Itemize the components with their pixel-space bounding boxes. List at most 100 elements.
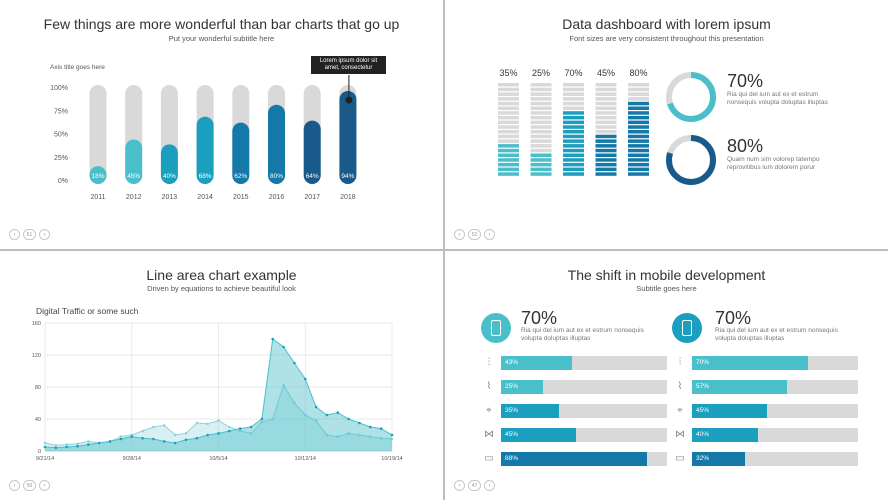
bar-segment — [563, 139, 584, 143]
data-point — [347, 432, 350, 435]
prev-arrow-icon[interactable]: ‹ — [454, 229, 465, 240]
progress-fill — [692, 428, 759, 442]
data-point — [184, 432, 188, 435]
slide-dashboard[interactable]: Data dashboard with lorem ipsum Font siz… — [445, 0, 888, 249]
bar — [160, 144, 178, 184]
bar-segment — [563, 167, 584, 172]
next-arrow-icon[interactable]: › — [484, 480, 495, 491]
bar-segment — [628, 172, 649, 176]
slide-title: Data dashboard with lorem ipsum — [562, 16, 771, 32]
bar-segment — [628, 167, 649, 172]
slide-bar-chart[interactable]: Few things are more wonderful than bar c… — [0, 0, 443, 249]
bar-value-label: 64% — [306, 173, 319, 180]
data-point — [358, 433, 361, 437]
bar-segment — [498, 106, 519, 110]
chart-title: Digital Traffic or some such — [36, 306, 139, 316]
bar-segment — [498, 83, 519, 87]
progress-label: 40% — [696, 431, 710, 438]
data-point — [97, 441, 101, 445]
bar-segment — [530, 120, 552, 125]
stacked-segment-chart: 35% 25% 70% 45% 80% — [498, 68, 716, 185]
sliders-icon: ⫶ — [678, 357, 682, 368]
left-text: Ria qui del ium aut ex et estrum nonsequ… — [521, 327, 644, 342]
data-point — [379, 436, 383, 440]
prev-arrow-icon[interactable]: ‹ — [454, 480, 465, 491]
data-point — [336, 411, 340, 414]
bar-segment — [563, 101, 584, 106]
paperclip-icon: ⌇ — [677, 381, 683, 392]
bar-segment — [628, 125, 649, 129]
progress-track: 88% — [501, 452, 667, 466]
bar-segment — [628, 120, 649, 125]
bar-segment — [595, 83, 617, 87]
data-point — [130, 435, 134, 438]
y-tick-label: 50% — [54, 132, 68, 139]
slide-title: Line area chart example — [146, 267, 297, 283]
progress-label: 25% — [505, 383, 519, 390]
progress-label: 35% — [505, 407, 519, 414]
progress-label: 57% — [696, 383, 710, 390]
data-point — [379, 427, 383, 430]
right-text: Ria qui del ium aut ex et estrum nonsequ… — [715, 327, 838, 342]
data-point — [43, 441, 47, 445]
slide-subtitle: Subtitle goes here — [636, 284, 697, 293]
prev-arrow-icon[interactable]: ‹ — [9, 480, 20, 491]
left-value: 70% — [521, 308, 558, 328]
bar-segment — [628, 97, 649, 101]
x-tick-label: 2012 — [126, 194, 142, 201]
x-tick-label: 10/12/14 — [295, 456, 316, 462]
progress-label: 88% — [505, 455, 519, 462]
progress-fill — [501, 404, 560, 418]
x-tick-label: 9/21/14 — [36, 456, 54, 462]
bar-segment — [498, 120, 519, 125]
bar-segment — [595, 148, 617, 153]
data-point — [206, 433, 209, 437]
bar-segment — [595, 167, 617, 172]
next-arrow-icon[interactable]: › — [39, 229, 50, 240]
bar-value-label: 62% — [234, 173, 247, 180]
x-tick-label: 2015 — [233, 194, 249, 201]
data-point — [162, 424, 166, 427]
data-point — [76, 444, 79, 448]
data-point — [249, 432, 253, 435]
progress-fill — [501, 452, 648, 466]
slide-nav: ‹ 47 › — [454, 480, 495, 491]
bar-segment — [595, 162, 617, 167]
bar-segment — [563, 162, 584, 167]
slide-mobile[interactable]: The shift in mobile development Subtitle… — [445, 251, 888, 500]
progress-fill — [501, 428, 576, 442]
bar-segment — [530, 153, 552, 157]
progress-label: 43% — [505, 359, 519, 366]
data-point — [369, 435, 372, 438]
donut2-value: 80% — [727, 136, 764, 156]
bar-segment — [498, 125, 519, 129]
bar-segment — [628, 83, 649, 87]
bar-segment — [595, 144, 617, 148]
data-point — [303, 377, 307, 381]
bar-segment — [530, 139, 552, 143]
paperclip-icon: ⌇ — [486, 381, 492, 392]
x-tick-label: 10/5/14 — [209, 456, 227, 462]
data-point — [293, 401, 296, 405]
progress-track: 32% — [692, 452, 858, 466]
bar-value-label: 45% — [127, 173, 140, 180]
slide-area-chart[interactable]: Line area chart example Driven by equati… — [0, 251, 443, 500]
data-point — [238, 429, 242, 433]
data-point — [119, 435, 123, 438]
bar-value-label: 68% — [199, 173, 212, 180]
slide-title: The shift in mobile development — [567, 267, 766, 283]
bar — [196, 116, 214, 184]
callout-dot — [345, 96, 353, 104]
x-tick-label: 10/19/14 — [381, 456, 402, 462]
progress-track: 40% — [692, 428, 858, 442]
location-pin-icon: ⌖ — [677, 405, 683, 416]
next-arrow-icon[interactable]: › — [39, 480, 50, 491]
bar-segment — [530, 148, 552, 153]
bar-segment — [563, 130, 584, 134]
y-tick-label: 120 — [32, 353, 41, 359]
prev-arrow-icon[interactable]: ‹ — [9, 229, 20, 240]
data-point — [141, 436, 144, 440]
bar-segment — [563, 125, 584, 129]
next-arrow-icon[interactable]: › — [484, 229, 495, 240]
